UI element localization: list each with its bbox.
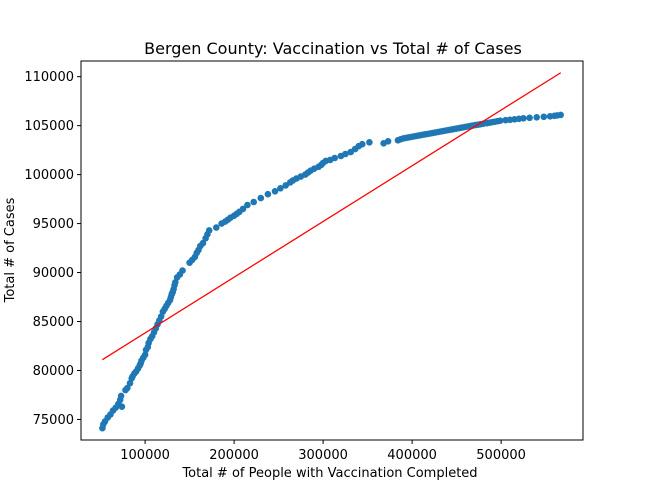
y-tick-label: 105000 <box>24 119 74 134</box>
x-tick-label: 300000 <box>298 448 348 463</box>
data-point <box>124 384 131 392</box>
data-point <box>526 114 533 122</box>
y-axis-label: Total # of Cases <box>3 197 18 303</box>
data-point <box>117 392 125 400</box>
x-tick-label: 400000 <box>387 448 437 463</box>
data-point <box>257 194 265 202</box>
y-tick-label: 85000 <box>33 315 74 330</box>
chart-title: Bergen County: Vaccination vs Total # of… <box>144 39 522 58</box>
data-point <box>366 139 373 146</box>
data-point <box>520 115 527 122</box>
y-tick-label: 90000 <box>33 266 74 281</box>
y-tick-label: 95000 <box>33 217 74 232</box>
x-axis-label: Total # of People with Vaccination Compl… <box>181 466 477 481</box>
data-point <box>205 227 213 234</box>
fit-line <box>102 72 562 361</box>
fit-line-layer <box>102 72 562 361</box>
data-point <box>533 114 540 121</box>
data-point <box>141 351 149 359</box>
data-point <box>118 403 126 411</box>
x-tick-label: 100000 <box>120 448 170 463</box>
y-tick-label: 100000 <box>24 168 74 183</box>
data-point <box>277 185 284 192</box>
x-tick-label: 200000 <box>209 448 259 463</box>
data-point <box>540 113 548 121</box>
data-point <box>271 188 279 195</box>
data-point <box>496 117 504 124</box>
data-point <box>250 198 257 206</box>
data-point <box>244 201 251 209</box>
data-point <box>384 138 392 145</box>
y-tick-label: 110000 <box>24 70 74 85</box>
y-tick-label: 75000 <box>33 413 74 428</box>
data-point <box>264 190 272 198</box>
data-point <box>213 224 220 231</box>
x-tick-label: 500000 <box>476 448 526 463</box>
data-point <box>359 140 366 148</box>
data-point <box>331 154 339 162</box>
data-point <box>199 239 207 247</box>
y-axis-ticks: 75000 80000 85000 90000 95000 100000 105000 110… <box>24 70 81 428</box>
y-tick-label: 80000 <box>33 364 74 379</box>
data-point <box>239 205 247 213</box>
data-point <box>557 111 564 119</box>
plot-frame <box>80 60 584 441</box>
x-axis-ticks: 100000 200000 300000 400000 500000 <box>120 440 526 463</box>
data-point <box>342 150 349 158</box>
plot-area <box>80 60 584 441</box>
data-points <box>99 111 564 432</box>
data-point <box>179 267 186 274</box>
